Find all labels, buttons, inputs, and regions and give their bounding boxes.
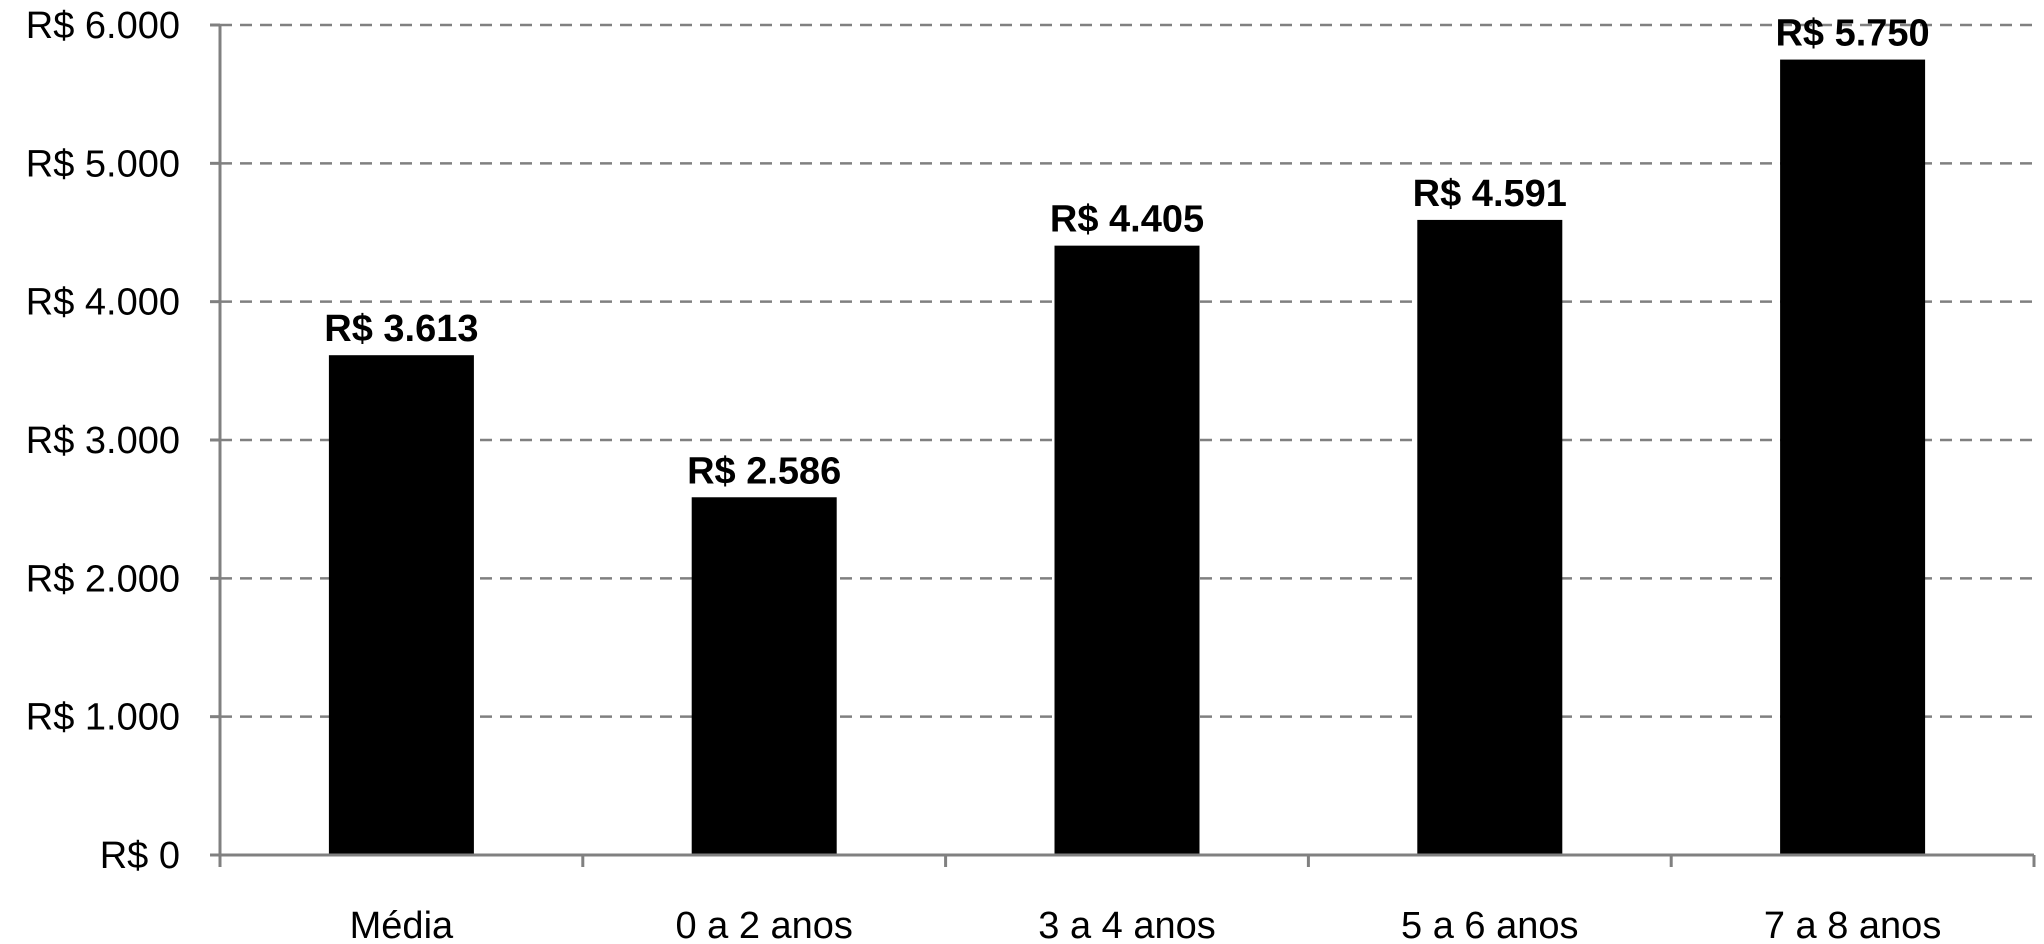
bar-2 [1054,245,1200,855]
data-label-4: R$ 5.750 [1775,13,1929,55]
axes [210,23,2036,867]
x-axis-category-labels: Média 0 a 2 anos 3 a 4 anos 5 a 6 anos 7 a 8… [350,905,1942,944]
y-axis-tick-labels: R$ 0 R$ 1.000 R$ 2.000 R$ 3.000 R$ 4.000 R$ 5… [26,5,180,877]
data-labels: R$ 3.613 R$ 2.586 R$ 4.405 R$ 4.591 R$ 5.750 [324,13,1929,493]
y-tick-label-6: R$ 6.000 [26,5,180,47]
data-label-0: R$ 3.613 [324,308,478,350]
y-tick-label-1: R$ 1.000 [26,697,180,739]
bar-0 [328,355,474,855]
x-category-label-3: 5 a 6 anos [1401,905,1578,944]
y-tick-label-4: R$ 4.000 [26,282,180,324]
bar-3 [1417,219,1563,855]
x-category-label-2: 3 a 4 anos [1038,905,1215,944]
bar-4 [1780,59,1926,856]
data-label-2: R$ 4.405 [1050,199,1204,241]
bars [328,59,1926,856]
x-category-label-4: 7 a 8 anos [1764,905,1941,944]
data-label-1: R$ 2.586 [687,450,841,492]
x-category-label-1: 0 a 2 anos [675,905,852,944]
y-tick-label-5: R$ 5.000 [26,143,180,185]
y-tick-label-3: R$ 3.000 [26,420,180,462]
x-category-label-0: Média [350,905,454,944]
y-tick-label-0: R$ 0 [100,835,180,877]
data-label-3: R$ 4.591 [1413,173,1567,215]
y-tick-label-2: R$ 2.000 [26,558,180,600]
bar-1 [691,497,837,855]
